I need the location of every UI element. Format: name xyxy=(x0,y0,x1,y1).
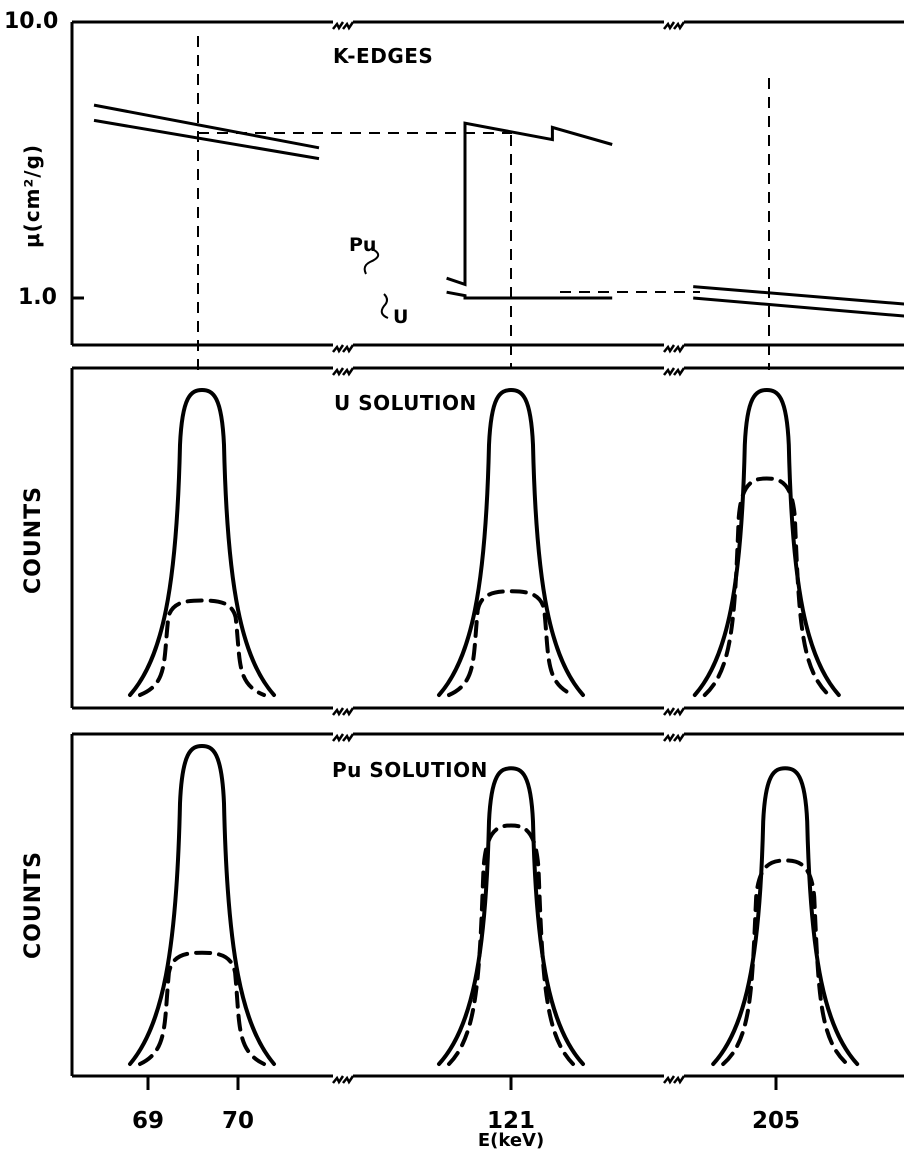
axis-break-slash xyxy=(332,1075,345,1085)
pu-attenuation-line xyxy=(93,103,320,150)
u-solution-solid-peak xyxy=(692,387,841,697)
pu-solution-solid-peak xyxy=(437,766,585,1066)
axis-break-slash xyxy=(673,707,686,717)
u-solution-peaks xyxy=(128,387,841,697)
u-solution-solid-peak xyxy=(128,387,276,697)
k-edge-plot xyxy=(93,103,904,319)
axis-break-slash xyxy=(663,733,676,743)
u-leader-line xyxy=(380,293,389,319)
axis-break-slash xyxy=(673,344,686,354)
x-tick-70: 70 xyxy=(221,1108,255,1134)
u-attenuation-line xyxy=(446,290,613,300)
axis-break-marks xyxy=(332,17,686,1085)
pu-solution-dashed-peak xyxy=(138,950,266,1066)
pu-solution-dashed-peak xyxy=(447,823,575,1066)
axis-break-slash xyxy=(673,733,686,743)
pu-solution-panel-title: Pu SOLUTION xyxy=(332,758,488,782)
u-solution-dashed-peak xyxy=(702,476,831,697)
u-solution-dashed-peak xyxy=(447,589,575,697)
u-attenuation-line xyxy=(693,296,904,318)
axis-break-slash xyxy=(342,733,355,743)
axis-break-slash xyxy=(342,344,355,354)
axis-break-slash xyxy=(663,344,676,354)
u-solution-solid-peak xyxy=(437,387,585,697)
axis-break-slash xyxy=(332,367,345,377)
x-tick-121: 121 xyxy=(486,1108,536,1134)
axis-break-slash xyxy=(342,1075,355,1085)
x-tick-69: 69 xyxy=(131,1108,165,1134)
u-solution-dashed-peak xyxy=(138,598,266,697)
axis-break-slash xyxy=(332,344,345,354)
pu-leader-line xyxy=(363,249,380,275)
x-tick-205: 205 xyxy=(751,1108,801,1134)
pu-attenuation-line xyxy=(446,121,613,287)
pu-solution-peaks xyxy=(128,743,860,1066)
axis-break-slash xyxy=(663,707,676,717)
u-solution-y-axis-label: COUNTS xyxy=(21,486,46,594)
pu-solution-solid-peak xyxy=(128,743,276,1066)
k-edge-y-axis-label: μ(cm²/g) xyxy=(20,143,44,249)
y-tick-10: 10.0 xyxy=(4,9,59,34)
y-tick-1: 1.0 xyxy=(18,285,57,310)
pu-solution-y-axis-label: COUNTS xyxy=(21,851,46,959)
pu-solution-solid-peak xyxy=(711,766,860,1066)
axis-break-slash xyxy=(663,1075,676,1085)
axis-break-slash xyxy=(673,367,686,377)
axis-break-slash xyxy=(332,21,345,31)
pu-attenuation-line xyxy=(693,285,904,306)
vertical-guide-lines xyxy=(197,36,770,370)
axis-break-slash xyxy=(342,367,355,377)
u-curve-annotation: U xyxy=(393,306,409,328)
axis-break-slash xyxy=(332,707,345,717)
axis-break-slash xyxy=(673,1075,686,1085)
axis-break-slash xyxy=(342,21,355,31)
axis-break-slash xyxy=(663,21,676,31)
axis-break-slash xyxy=(332,733,345,743)
pu-curve-annotation: Pu xyxy=(349,234,377,256)
axis-break-slash xyxy=(342,707,355,717)
k-edge-panel-title: K-EDGES xyxy=(333,44,434,68)
u-attenuation-line xyxy=(93,118,320,161)
u-solution-panel-title: U SOLUTION xyxy=(334,391,477,415)
pu-solution-dashed-peak xyxy=(721,858,850,1066)
axis-break-slash xyxy=(673,21,686,31)
panel-frames xyxy=(70,20,904,1090)
axis-break-slash xyxy=(663,367,676,377)
x-axis-label: E(keV) xyxy=(477,1130,545,1151)
